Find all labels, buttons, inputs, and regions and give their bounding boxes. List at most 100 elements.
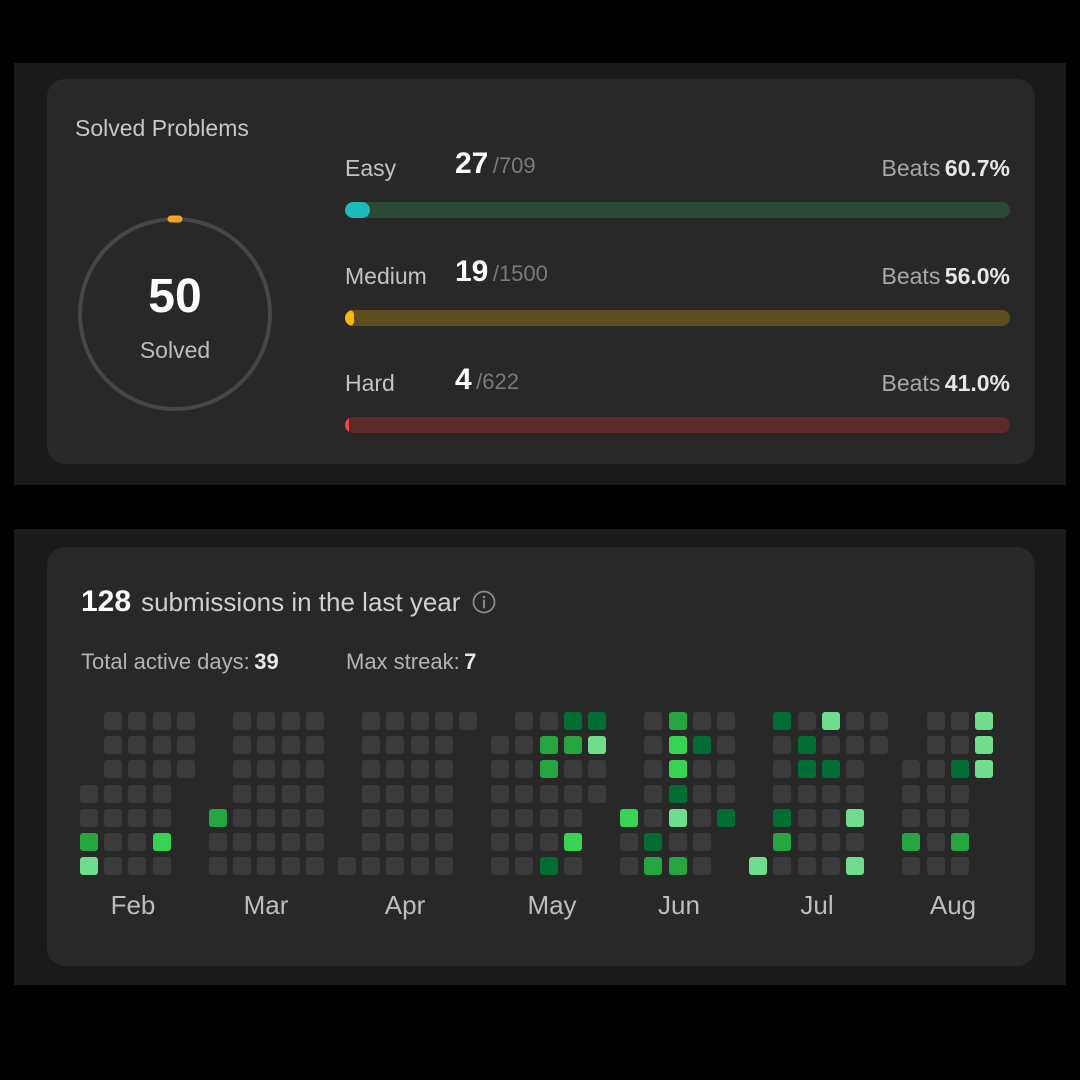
heatmap-cell[interactable] <box>821 760 840 779</box>
heatmap-cell[interactable] <box>410 760 429 779</box>
heatmap-cell[interactable] <box>128 833 147 851</box>
heatmap-cell[interactable] <box>692 712 711 730</box>
heatmap-cell[interactable] <box>717 760 735 779</box>
heatmap-cell[interactable] <box>692 760 711 779</box>
heatmap-cell[interactable] <box>975 760 993 779</box>
heatmap-cell[interactable] <box>563 736 582 755</box>
heatmap-cell[interactable] <box>821 857 840 876</box>
heatmap-cell[interactable] <box>668 857 687 876</box>
heatmap-cell[interactable] <box>281 712 300 730</box>
heatmap-cell[interactable] <box>539 760 558 779</box>
heatmap-cell[interactable] <box>563 808 582 827</box>
heatmap-cell[interactable] <box>362 736 381 755</box>
heatmap-cell[interactable] <box>257 712 276 730</box>
heatmap-cell[interactable] <box>362 784 381 803</box>
heatmap-cell[interactable] <box>128 736 147 755</box>
heatmap-cell[interactable] <box>563 760 582 779</box>
heatmap-cell[interactable] <box>152 833 171 851</box>
heatmap-cell[interactable] <box>515 857 534 876</box>
heatmap-cell[interactable] <box>950 833 969 851</box>
heatmap-cell[interactable] <box>176 712 195 730</box>
heatmap-cell[interactable] <box>491 833 510 851</box>
heatmap-cell[interactable] <box>80 784 98 803</box>
heatmap-cell[interactable] <box>233 736 252 755</box>
heatmap-cell[interactable] <box>257 784 276 803</box>
heatmap-cell[interactable] <box>386 857 405 876</box>
heatmap-cell[interactable] <box>128 712 147 730</box>
heatmap-cell[interactable] <box>434 808 453 827</box>
heatmap-cell[interactable] <box>257 833 276 851</box>
heatmap-cell[interactable] <box>152 760 171 779</box>
heatmap-cell[interactable] <box>305 784 324 803</box>
heatmap-cell[interactable] <box>902 784 921 803</box>
heatmap-cell[interactable] <box>668 808 687 827</box>
heatmap-cell[interactable] <box>950 857 969 876</box>
heatmap-cell[interactable] <box>950 760 969 779</box>
heatmap-cell[interactable] <box>209 808 227 827</box>
heatmap-cell[interactable] <box>305 712 324 730</box>
heatmap-cell[interactable] <box>257 736 276 755</box>
heatmap-cell[interactable] <box>539 712 558 730</box>
heatmap-cell[interactable] <box>563 857 582 876</box>
heatmap-cell[interactable] <box>773 857 792 876</box>
heatmap-cell[interactable] <box>386 712 405 730</box>
heatmap-cell[interactable] <box>644 736 663 755</box>
heatmap-cell[interactable] <box>515 760 534 779</box>
heatmap-cell[interactable] <box>104 857 123 876</box>
heatmap-cell[interactable] <box>975 736 993 755</box>
heatmap-cell[interactable] <box>950 736 969 755</box>
heatmap-cell[interactable] <box>749 857 768 876</box>
heatmap-cell[interactable] <box>128 857 147 876</box>
heatmap-cell[interactable] <box>588 784 606 803</box>
heatmap-cell[interactable] <box>692 857 711 876</box>
heatmap-cell[interactable] <box>80 808 98 827</box>
heatmap-cell[interactable] <box>797 736 816 755</box>
heatmap-cell[interactable] <box>386 808 405 827</box>
heatmap-cell[interactable] <box>362 808 381 827</box>
heatmap-cell[interactable] <box>846 784 864 803</box>
heatmap-cell[interactable] <box>410 833 429 851</box>
heatmap-cell[interactable] <box>588 712 606 730</box>
heatmap-cell[interactable] <box>773 712 792 730</box>
heatmap-cell[interactable] <box>668 833 687 851</box>
heatmap-cell[interactable] <box>128 760 147 779</box>
heatmap-cell[interactable] <box>305 833 324 851</box>
heatmap-cell[interactable] <box>821 833 840 851</box>
heatmap-cell[interactable] <box>176 736 195 755</box>
heatmap-cell[interactable] <box>975 712 993 730</box>
heatmap-cell[interactable] <box>386 784 405 803</box>
heatmap-cell[interactable] <box>104 833 123 851</box>
heatmap-cell[interactable] <box>821 736 840 755</box>
heatmap-cell[interactable] <box>459 712 477 730</box>
heatmap-cell[interactable] <box>491 784 510 803</box>
heatmap-cell[interactable] <box>281 833 300 851</box>
heatmap-cell[interactable] <box>176 760 195 779</box>
heatmap-cell[interactable] <box>668 760 687 779</box>
heatmap-cell[interactable] <box>152 784 171 803</box>
heatmap-cell[interactable] <box>797 760 816 779</box>
heatmap-cell[interactable] <box>902 857 921 876</box>
heatmap-cell[interactable] <box>926 760 945 779</box>
heatmap-cell[interactable] <box>588 760 606 779</box>
heatmap-cell[interactable] <box>692 784 711 803</box>
heatmap-cell[interactable] <box>539 736 558 755</box>
heatmap-cell[interactable] <box>668 712 687 730</box>
heatmap-cell[interactable] <box>410 712 429 730</box>
heatmap-cell[interactable] <box>128 784 147 803</box>
heatmap-cell[interactable] <box>773 784 792 803</box>
heatmap-cell[interactable] <box>209 833 227 851</box>
heatmap-cell[interactable] <box>152 857 171 876</box>
heatmap-cell[interactable] <box>846 712 864 730</box>
heatmap-cell[interactable] <box>644 712 663 730</box>
heatmap-cell[interactable] <box>797 857 816 876</box>
heatmap-cell[interactable] <box>846 857 864 876</box>
heatmap-cell[interactable] <box>305 857 324 876</box>
heatmap-cell[interactable] <box>539 833 558 851</box>
heatmap-cell[interactable] <box>563 712 582 730</box>
heatmap-cell[interactable] <box>797 712 816 730</box>
heatmap-cell[interactable] <box>620 833 639 851</box>
heatmap-cell[interactable] <box>797 833 816 851</box>
heatmap-cell[interactable] <box>152 808 171 827</box>
heatmap-cell[interactable] <box>434 760 453 779</box>
heatmap-cell[interactable] <box>846 760 864 779</box>
